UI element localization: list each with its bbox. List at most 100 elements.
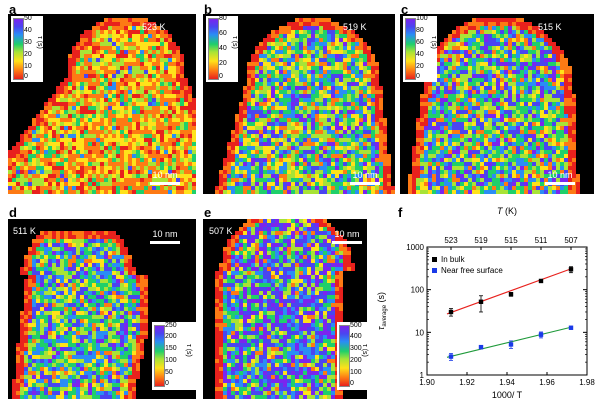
colorbar-tick: 30 — [24, 39, 32, 46]
scale-bar-label: 10 nm — [352, 170, 378, 180]
x-axis-label: 1000/ T — [492, 390, 523, 400]
colorbar-tick: 100 — [416, 15, 428, 22]
panel-c: c 100 80 60 40 20 0 τ (s) 515 K 10 nm — [400, 0, 598, 195]
colorbar-tick: 250 — [165, 322, 177, 329]
colorbar-tick: 60 — [416, 39, 424, 46]
top-tick-label: 507 — [564, 236, 578, 245]
x-tick-label: 1.96 — [539, 378, 555, 387]
colorbar-tick: 0 — [24, 73, 28, 80]
fit-line — [446, 326, 574, 358]
colorbar-title: τ (s) — [231, 36, 238, 49]
colorbar-gradient — [154, 325, 165, 387]
colorbar-tick: 400 — [350, 333, 362, 340]
data-point — [538, 332, 544, 337]
scale-bar: 10 nm — [545, 170, 575, 185]
y-axis-label: τaverage (s) — [376, 292, 388, 330]
map-canvas — [215, 219, 355, 399]
colorbar-gradient — [339, 325, 350, 387]
y-axis-unit: (s) — [376, 292, 386, 305]
temperature-label: 523 K — [142, 22, 166, 32]
scale-bar: 10 nm — [150, 170, 180, 185]
legend-marker-bulk — [432, 257, 437, 262]
scale-bar-label: 10 nm — [152, 170, 178, 180]
top-tick-label: 523 — [444, 236, 458, 245]
fit-line — [446, 267, 574, 315]
colorbar-tick: 100 — [165, 357, 177, 364]
data-point — [568, 325, 574, 330]
tau-vs-temperature-chart: T (K) 523 519 515 511 507 1.90 1.92 1.94 1.96 1.… — [376, 206, 595, 400]
scale-bar-line — [332, 241, 362, 244]
top-tick-label: 511 — [535, 236, 548, 245]
colorbar-title: τ (s) — [36, 36, 43, 49]
colorbar-tick: 20 — [219, 60, 227, 67]
colorbar-tick: 300 — [350, 345, 362, 352]
colorbar-tick: 0 — [219, 73, 223, 80]
legend-marker-surface — [432, 268, 437, 273]
colorbar-tick: 150 — [165, 345, 177, 352]
y-tick-label: 1 — [420, 371, 425, 380]
colorbar: 250 200 150 100 50 0 τ (s) — [152, 322, 196, 390]
map-canvas — [408, 18, 580, 194]
x-tick-label: 1.90 — [419, 378, 435, 387]
colorbar-tick: 80 — [416, 27, 424, 34]
temperature-label: 511 K — [13, 226, 36, 236]
colorbar-tick: 40 — [219, 45, 227, 52]
scale-bar-label: 10 nm — [547, 170, 573, 180]
y-axis-subscript: average — [382, 304, 388, 326]
colorbar: 80 60 40 20 0 τ (s) — [206, 15, 238, 82]
top-tick-label: 515 — [504, 236, 518, 245]
colorbar-gradient — [208, 18, 219, 80]
temperature-label: 519 K — [343, 22, 367, 32]
colorbar-tick: 40 — [24, 27, 32, 34]
y-tick-label: 100 — [411, 286, 425, 295]
panel-e: e 507 K 10 nm 500 400 300 200 100 0 τ (s… — [200, 205, 370, 400]
colorbar-tick: 200 — [165, 333, 177, 340]
map-canvas — [215, 18, 395, 194]
data-point — [448, 354, 454, 359]
colorbar-tick: 0 — [350, 380, 354, 387]
data-point — [538, 278, 544, 284]
colorbar-tick: 20 — [416, 63, 424, 70]
panel-b: b 80 60 40 20 0 τ (s) 519 K 10 nm — [200, 0, 398, 195]
scale-bar-line — [150, 241, 180, 244]
data-point — [568, 267, 574, 272]
colorbar-gradient — [405, 18, 416, 80]
top-tick-label: 519 — [474, 236, 488, 245]
colorbar-tick: 0 — [165, 380, 169, 387]
legend-label-surface: Near free surface — [441, 266, 503, 275]
data-point — [448, 309, 454, 315]
scale-bar-line — [150, 182, 180, 185]
x-tick-label: 1.92 — [459, 378, 475, 387]
scale-bar: 10 nm — [150, 229, 180, 244]
colorbar-tick: 50 — [165, 369, 173, 376]
colorbar-tick: 80 — [219, 15, 227, 22]
legend: In bulk Near free surface — [432, 255, 503, 275]
panel-a: a 50 40 30 20 10 0 τ (s) 523 K 10 nm — [0, 0, 198, 195]
relaxation-map — [400, 14, 594, 194]
colorbar: 50 40 30 20 10 0 τ (s) — [11, 15, 43, 82]
scale-bar-line — [350, 182, 380, 185]
colorbar-title: τ (s) — [430, 36, 437, 49]
map-canvas — [8, 18, 196, 194]
data-point — [508, 292, 514, 297]
data-point — [478, 299, 484, 304]
legend-label-bulk: In bulk — [441, 255, 466, 264]
colorbar-tick: 200 — [350, 357, 362, 364]
colorbar-gradient — [13, 18, 24, 80]
colorbar: 500 400 300 200 100 0 τ (s) — [337, 322, 370, 390]
scale-bar: 10 nm — [350, 170, 380, 185]
top-axis-label: T (K) — [497, 206, 517, 216]
colorbar-tick: 20 — [24, 51, 32, 58]
colorbar-title: τ (s) — [361, 344, 368, 357]
y-tick-label: 10 — [415, 328, 424, 337]
data-point — [508, 342, 514, 347]
panel-d: d 511 K 10 nm 250 200 150 100 50 0 τ (s) — [0, 205, 198, 400]
panel-letter: a — [9, 2, 17, 17]
colorbar-tick: 60 — [219, 30, 227, 37]
temperature-label: 515 K — [538, 22, 562, 32]
colorbar-tick: 500 — [350, 322, 362, 329]
colorbar-tick: 10 — [24, 63, 32, 70]
panel-letter: c — [401, 2, 409, 17]
colorbar-tick: 40 — [416, 51, 424, 58]
colorbar-tick: 0 — [416, 73, 420, 80]
